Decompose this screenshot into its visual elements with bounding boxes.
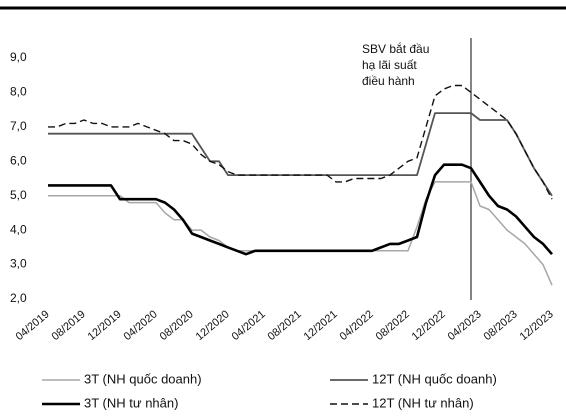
legend-label: 12T (NH quốc doanh)	[372, 371, 497, 386]
legend-label: 3T (NH quốc doanh)	[84, 371, 202, 386]
legend-label: 3T (NH tư nhân)	[84, 395, 178, 410]
series-line	[48, 84, 553, 200]
y-tick-label: 7,0	[10, 119, 27, 133]
y-tick-label: 5,0	[10, 188, 27, 202]
series-line	[48, 163, 553, 256]
y-tick-label: 2,0	[10, 291, 27, 305]
y-tick-label: 9,0	[10, 50, 27, 64]
y-tick-label: 8,0	[10, 85, 27, 99]
y-tick-label: 6,0	[10, 153, 27, 167]
annotation: hạ lãi suất	[362, 58, 417, 72]
annotation: điều hành	[362, 74, 415, 88]
annotation: SBV bắt đầu	[362, 41, 429, 56]
legend-label: 12T (NH tư nhân)	[372, 395, 474, 410]
y-tick-label: 3,0	[10, 257, 27, 271]
y-tick-label: 4,0	[10, 222, 27, 236]
